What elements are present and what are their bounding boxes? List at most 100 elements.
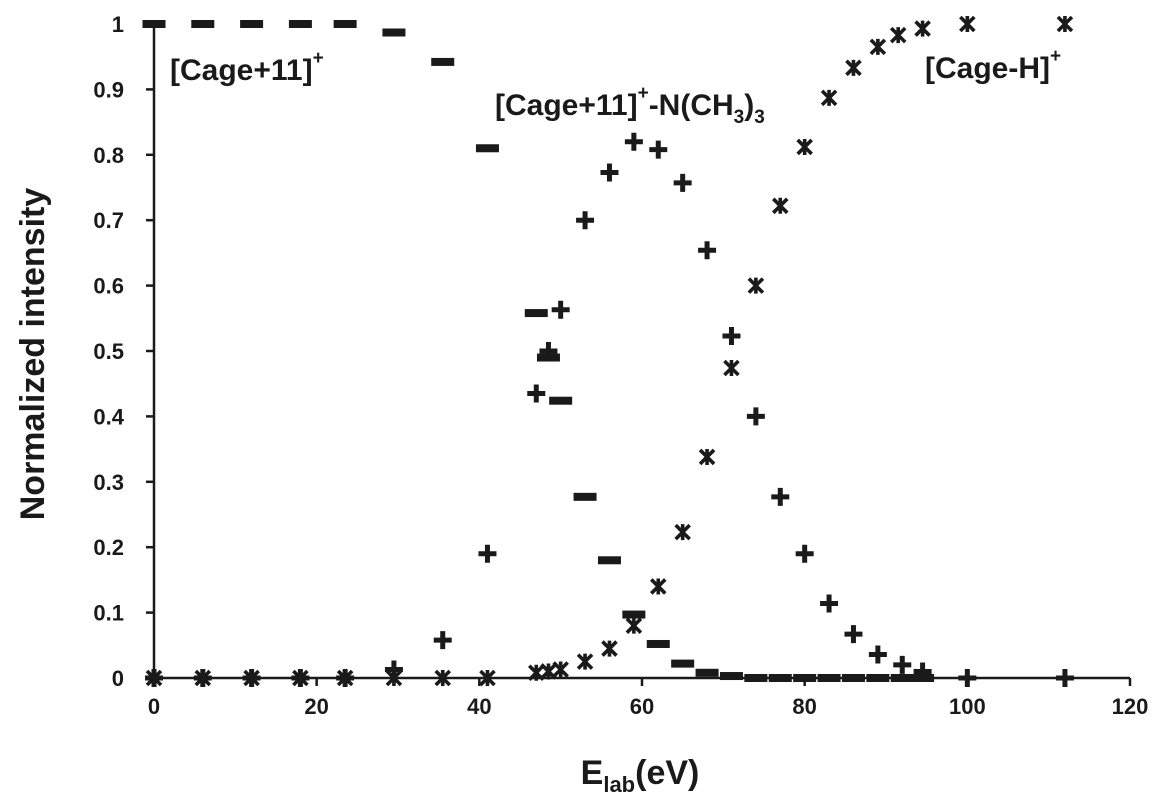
y-axis-title: Normalized intensity xyxy=(14,188,52,521)
data-point-asterisk xyxy=(771,197,789,215)
data-point-plus xyxy=(673,173,692,192)
data-point-plus xyxy=(795,544,814,563)
data-point-dash xyxy=(890,674,914,682)
y-tick-label: 0.7 xyxy=(93,208,124,233)
data-point-asterisk xyxy=(914,20,931,37)
data-point-dash xyxy=(573,492,597,501)
x-tick-label: 100 xyxy=(949,694,986,719)
x-tick-label: 80 xyxy=(792,694,816,719)
y-tick-label: 0 xyxy=(112,666,124,691)
series-label-cage-minus-h: [Cage-H]+ xyxy=(925,46,1061,85)
data-point-dash xyxy=(288,20,312,28)
x-axis-title: Elab(eV) xyxy=(581,754,700,794)
data-point-dash xyxy=(646,639,670,648)
x-axis-title-subscript: lab xyxy=(603,772,635,794)
x-ticks: 0 20 40 60 80 100 120 xyxy=(148,678,1148,719)
y-tick-label: 0.6 xyxy=(93,274,124,299)
data-point-dash xyxy=(382,28,406,37)
data-point-plus xyxy=(913,662,932,681)
x-tick-label: 60 xyxy=(630,694,654,719)
data-point-asterisk xyxy=(601,640,618,657)
data-point-asterisk xyxy=(649,578,667,595)
data-point-dash xyxy=(719,672,743,681)
x-tick-label: 0 xyxy=(148,694,160,719)
y-tick-label: 1 xyxy=(112,12,124,37)
data-point-dash xyxy=(622,610,646,619)
series-label-cage-plus-11-minus-nme3: [Cage+11]+-N(CH3)3 xyxy=(495,83,765,128)
data-point-asterisk xyxy=(820,89,838,107)
data-point-asterisk xyxy=(796,138,813,156)
y-tick-label: 0.1 xyxy=(93,601,124,626)
data-point-asterisk xyxy=(479,669,496,687)
data-point-dash xyxy=(597,556,621,565)
y-ticks: 0 0.1 0.2 0.3 0.4 0.5 0.6 0.7 0.8 0.9 1 xyxy=(93,12,154,691)
data-point-dash xyxy=(524,309,548,318)
data-point-plus xyxy=(539,342,558,360)
data-point-asterisk xyxy=(540,663,557,680)
x-axis-title-main: E xyxy=(581,754,604,792)
data-point-asterisk xyxy=(1056,15,1074,33)
data-point-dash xyxy=(817,674,841,682)
data-point-asterisk xyxy=(145,669,163,687)
data-point-asterisk xyxy=(336,669,354,687)
data-point-plus xyxy=(722,326,741,345)
data-point-plus xyxy=(868,645,887,664)
data-point-plus xyxy=(746,407,765,426)
data-point-plus xyxy=(433,631,452,650)
data-point-dash xyxy=(191,20,215,28)
x-tick-label: 20 xyxy=(304,694,328,719)
y-tick-label: 0.9 xyxy=(93,77,124,102)
data-point-dash xyxy=(333,20,357,28)
data-point-plus xyxy=(820,594,839,613)
data-point-plus xyxy=(649,140,668,159)
data-point-dash xyxy=(549,396,573,405)
data-point-dash xyxy=(768,674,792,682)
y-tick-label: 0.4 xyxy=(93,404,124,429)
data-point-asterisk xyxy=(723,359,740,377)
data-point-dash xyxy=(240,20,264,28)
data-point-asterisk xyxy=(674,523,691,541)
data-point-dash xyxy=(475,144,499,153)
data-point-dash xyxy=(744,674,768,682)
data-point-asterisk xyxy=(552,661,569,678)
data-point-asterisk xyxy=(292,669,309,687)
data-point-dash xyxy=(793,674,817,682)
data-point-plus xyxy=(600,163,619,182)
data-point-asterisk xyxy=(698,448,716,466)
data-point-plus xyxy=(527,384,546,403)
data-point-plus xyxy=(771,487,790,506)
series-1 xyxy=(145,132,1074,687)
data-point-dash xyxy=(695,668,719,677)
series-2 xyxy=(145,15,1074,687)
series-label-cage-plus-11: [Cage+11]+ xyxy=(170,48,324,87)
data-point-asterisk xyxy=(625,617,643,634)
data-point-asterisk xyxy=(576,653,594,670)
plot-area xyxy=(142,15,1074,687)
y-tick-label: 0.5 xyxy=(93,339,124,364)
data-point-dash xyxy=(866,674,890,682)
data-point-plus xyxy=(698,241,717,260)
y-tick-label: 0.3 xyxy=(93,470,124,495)
data-point-asterisk xyxy=(889,26,907,44)
data-point-plus xyxy=(551,300,570,319)
data-point-asterisk xyxy=(959,15,976,33)
axes: 0 20 40 60 80 100 120 0 0.1 0.2 0.3 0.4 0.5 0.6 0.7 0.… xyxy=(93,12,1148,719)
data-point-plus xyxy=(478,544,497,563)
x-axis-title-unit: (eV) xyxy=(635,754,699,792)
data-point-dash xyxy=(142,20,166,28)
x-tick-label: 120 xyxy=(1112,694,1149,719)
data-point-plus xyxy=(844,625,863,644)
x-tick-label: 40 xyxy=(467,694,491,719)
data-point-asterisk xyxy=(194,669,212,687)
data-point-asterisk xyxy=(747,277,765,294)
data-point-asterisk xyxy=(385,669,403,687)
data-point-asterisk xyxy=(845,59,862,77)
y-tick-label: 0.8 xyxy=(93,143,124,168)
data-point-asterisk xyxy=(434,669,452,687)
data-point-plus xyxy=(958,669,977,687)
data-point-plus xyxy=(893,655,912,674)
data-point-asterisk xyxy=(243,669,260,687)
data-point-asterisk xyxy=(869,38,887,56)
data-point-plus xyxy=(576,211,595,230)
